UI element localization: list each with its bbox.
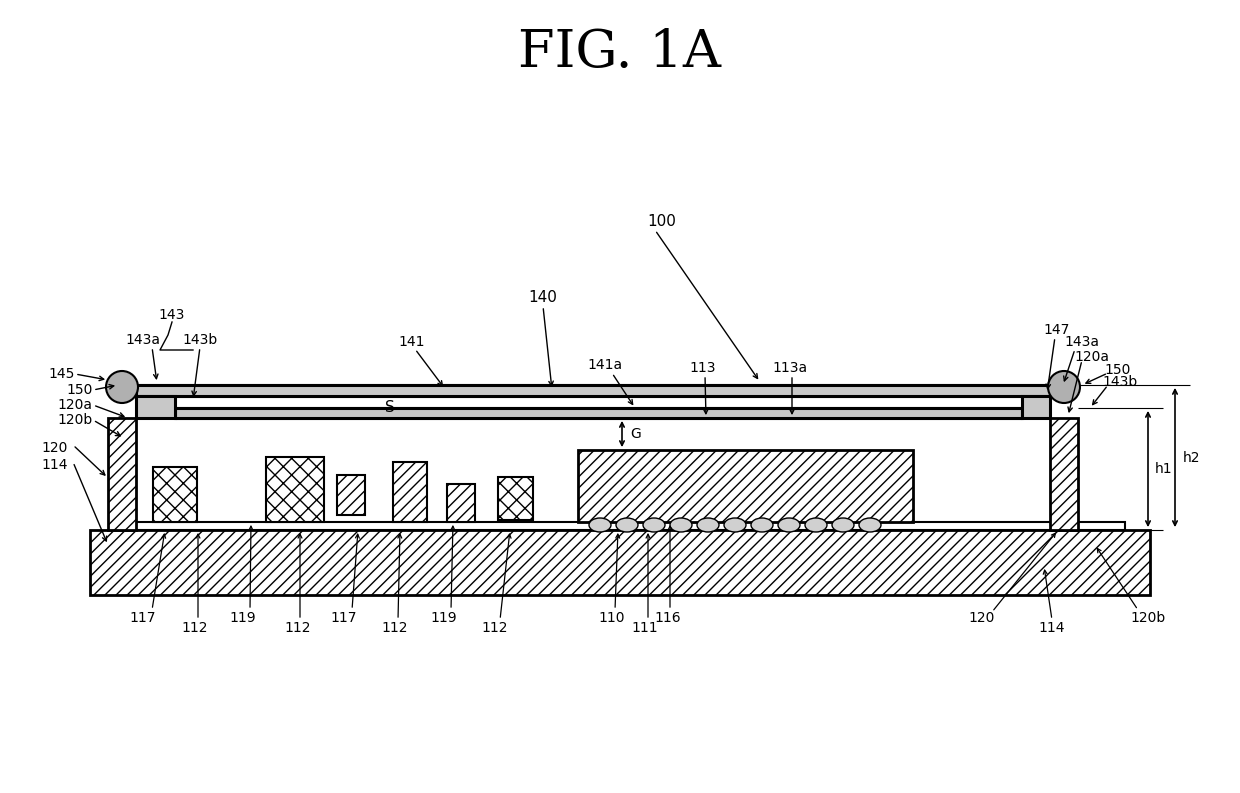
Bar [393,462,427,522]
Text: 120b: 120b [57,413,93,427]
Ellipse shape [751,518,773,532]
Text: 120: 120 [42,441,68,455]
Text: 112: 112 [285,621,311,635]
Text: 110: 110 [599,611,625,625]
Bar [108,418,136,530]
Bar [91,530,1149,595]
Text: h2: h2 [1182,450,1200,465]
Text: 120: 120 [968,611,996,625]
Text: 114: 114 [1039,621,1065,635]
Text: 112: 112 [382,621,408,635]
Bar [446,484,475,522]
Text: 143: 143 [159,308,185,322]
Text: 112: 112 [482,621,508,635]
Bar [136,385,1050,396]
Bar [115,522,1125,530]
Ellipse shape [670,518,692,532]
Bar [175,408,1022,418]
Text: 145: 145 [48,367,76,381]
Text: 120b: 120b [1131,611,1166,625]
Text: h1: h1 [1156,462,1173,476]
Text: 120a: 120a [57,398,93,412]
Ellipse shape [805,518,827,532]
Bar [153,467,197,522]
Ellipse shape [859,518,880,532]
Text: FIG. 1A: FIG. 1A [518,26,722,78]
Bar [578,450,913,522]
Text: 143b: 143b [182,333,218,347]
Text: 141: 141 [399,335,425,349]
Text: G: G [631,427,641,441]
Ellipse shape [832,518,854,532]
Text: 113a: 113a [773,361,807,375]
Ellipse shape [724,518,746,532]
Ellipse shape [589,518,611,532]
Bar [136,396,175,418]
Text: 140: 140 [528,290,558,305]
Text: 150: 150 [67,383,93,397]
Text: 111: 111 [631,621,658,635]
Text: 114: 114 [42,458,68,472]
Text: 112: 112 [182,621,208,635]
Text: 143b: 143b [1102,375,1137,389]
Circle shape [1048,371,1080,403]
Text: S: S [386,400,394,416]
Text: 143a: 143a [1064,335,1100,349]
Text: 100: 100 [647,214,677,229]
Circle shape [105,371,138,403]
Bar [498,477,533,520]
Text: 117: 117 [130,611,156,625]
Text: 147: 147 [1044,323,1070,337]
Text: 141a: 141a [588,358,622,372]
Bar [1050,418,1078,530]
Ellipse shape [644,518,665,532]
Text: 119: 119 [430,611,458,625]
Ellipse shape [777,518,800,532]
Text: 116: 116 [655,611,681,625]
Text: 150: 150 [1105,363,1131,377]
Bar [337,475,365,515]
Bar [1022,396,1050,418]
Bar [267,457,324,522]
Text: 120a: 120a [1075,350,1110,364]
Ellipse shape [697,518,719,532]
Text: 119: 119 [229,611,257,625]
Text: 113: 113 [689,361,717,375]
Text: 143a: 143a [125,333,160,347]
Text: 117: 117 [331,611,357,625]
Ellipse shape [616,518,639,532]
